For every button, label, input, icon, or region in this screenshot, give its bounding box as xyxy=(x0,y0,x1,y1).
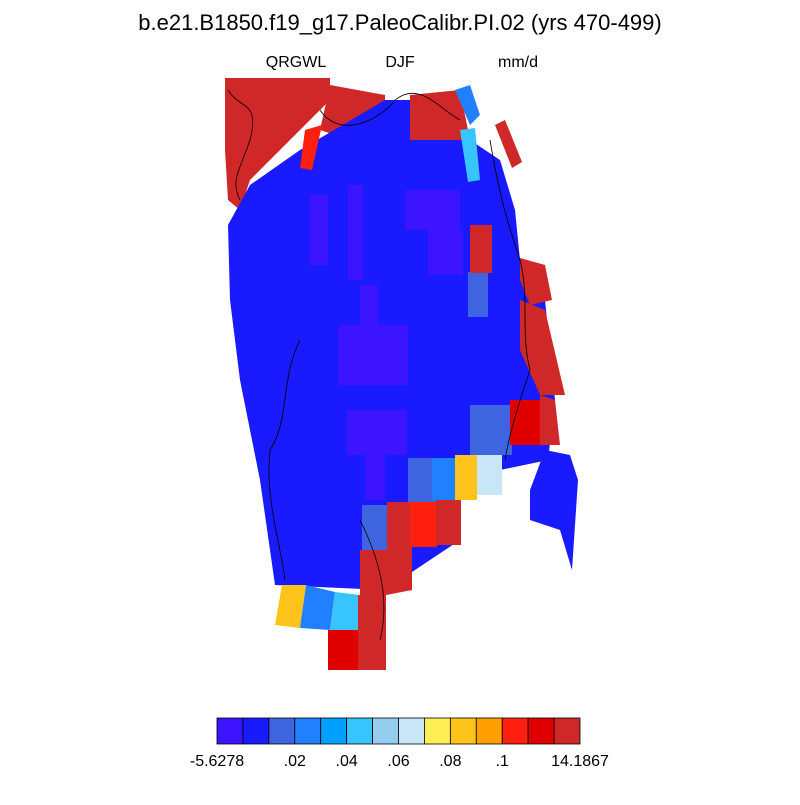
colorbar-box xyxy=(216,717,244,745)
cell-region xyxy=(365,455,385,500)
cell-region xyxy=(347,410,407,455)
colorbar-box xyxy=(449,717,477,745)
cell-region xyxy=(225,78,330,210)
cell-region xyxy=(495,120,522,168)
cell-region xyxy=(470,225,492,273)
cell-region xyxy=(428,230,463,275)
cell-region xyxy=(362,505,387,550)
cell-region xyxy=(540,395,560,445)
colorbar-box xyxy=(475,717,503,745)
colorbar-label: .02 xyxy=(284,753,306,770)
cell-region xyxy=(455,85,480,125)
cell-region xyxy=(338,325,408,385)
cell-region xyxy=(348,185,363,280)
left-label: QRGWL xyxy=(266,54,327,71)
map xyxy=(225,78,578,670)
coastline xyxy=(227,89,531,641)
title: b.e21.B1850.f19_g17.PaleoCalibr.PI.02 (y… xyxy=(138,10,661,35)
cell-region xyxy=(387,502,412,552)
cell-region xyxy=(432,458,457,503)
colorbar-box xyxy=(372,717,399,745)
colorbar-label: .08 xyxy=(439,753,461,770)
cell-region xyxy=(460,128,480,182)
colorbar-label: .06 xyxy=(387,753,409,770)
cell-region xyxy=(405,190,460,230)
cell-region xyxy=(520,300,565,395)
colorbar-box xyxy=(527,717,555,745)
cell-region xyxy=(360,550,412,600)
colorbar-box xyxy=(424,717,451,745)
cell-region xyxy=(410,90,470,145)
right-label: mm/d xyxy=(498,54,538,71)
cell-region xyxy=(275,585,306,628)
center-label: DJF xyxy=(385,54,415,71)
cell-region xyxy=(468,272,488,317)
colorbar-box xyxy=(268,717,296,745)
colorbar-box xyxy=(294,717,322,745)
colorbar-label: .04 xyxy=(336,753,358,770)
colorbar-box xyxy=(501,717,529,745)
cell-region xyxy=(510,400,540,445)
colorbar-box xyxy=(320,717,348,745)
cell-region xyxy=(408,458,433,503)
cell-region xyxy=(520,258,552,305)
colorbar-box xyxy=(346,717,373,745)
cell-region xyxy=(530,450,578,570)
colorbar-box xyxy=(398,717,425,745)
colorbar-label: -5.6278 xyxy=(190,753,244,770)
cell-region xyxy=(436,500,461,545)
colorbar-label: 14.1867 xyxy=(551,753,609,770)
colorbar: -5.6278 .02 .04 .06 .08 .1 14.1867 xyxy=(190,717,609,770)
colorbar-box xyxy=(242,717,270,745)
cell-region xyxy=(410,502,437,547)
cell-region xyxy=(300,125,322,170)
cell-region xyxy=(300,585,335,630)
cell-region xyxy=(455,455,477,500)
colorbar-box xyxy=(553,717,581,745)
cell-region xyxy=(330,592,360,632)
colorbar-label: .1 xyxy=(496,753,509,770)
cell-region xyxy=(477,455,502,495)
cell-region xyxy=(360,285,378,330)
cell-region xyxy=(470,405,512,455)
cell-region xyxy=(328,630,358,670)
cell-region xyxy=(310,195,328,265)
